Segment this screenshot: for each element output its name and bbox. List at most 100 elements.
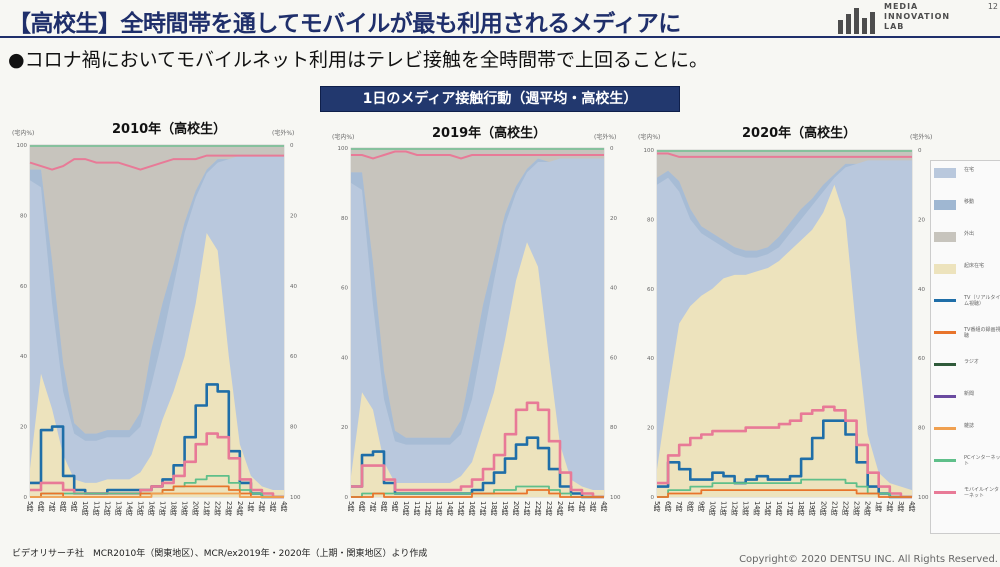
series-line-4 [30, 492, 284, 498]
legend-label: 新聞 [964, 391, 975, 397]
x-tick-label: 21時 [523, 501, 531, 516]
legend-label: ラジオ [964, 359, 979, 365]
left-tick-label: 60 [647, 287, 654, 293]
left-unit-2020: (宅内%) [638, 134, 661, 141]
series-line-1 [30, 432, 284, 499]
x-tick-label: 18時 [170, 501, 178, 516]
x-tick-label: 10時 [81, 501, 89, 516]
logo-line-3: LAB [884, 22, 905, 31]
area-at-home [30, 155, 284, 497]
chart-title-2019: 2019年（高校生） [432, 126, 547, 141]
x-tick-label: 7時 [48, 501, 56, 512]
legend-label: 雑誌 [964, 423, 975, 429]
x-tick-label: 20時 [512, 501, 520, 516]
x-tick-label: 1時 [247, 501, 255, 512]
x-tick-label: 19時 [501, 501, 509, 516]
x-tick-label: 7時 [369, 501, 377, 512]
line-mobile-out-of-home [29, 154, 284, 171]
logo-line-2: INNOVATION [884, 12, 951, 21]
left-tick-label: 0 [651, 495, 655, 501]
left-tick-label: 60 [341, 286, 348, 292]
chart-group-0: 0 20 40 60 80 100 0 20 40 60 80 100 5時 6時 7時 8時 9時 10時 11時… [17, 143, 301, 516]
left-tick-label: 40 [20, 354, 27, 360]
chart-group-1: 0 20 40 60 80 100 0 20 40 60 80 100 5時 6時 7時 8時 9時 10時 11時… [338, 146, 621, 516]
left-tick-label: 40 [341, 355, 348, 361]
area-moving [30, 155, 284, 441]
legend-swatch [934, 168, 956, 178]
legend-swatch [934, 299, 956, 302]
x-tick-label: 22時 [534, 501, 542, 516]
x-tick-label: 2時 [578, 501, 586, 512]
series-line-2 [657, 478, 912, 498]
chart-group-2: 0 20 40 60 80 100 0 20 40 60 80 100 5時 6時 7時 8時 9時 10時 11時… [644, 148, 929, 516]
media-innovation-lab-logo: MEDIA INNOVATION LAB [838, 2, 988, 36]
x-tick-label: 14時 [125, 501, 133, 516]
x-tick-label: 4時 [600, 501, 608, 512]
left-tick-label: 100 [644, 148, 655, 154]
area-moving [657, 160, 912, 258]
area-at-home [351, 158, 604, 497]
chart-banner: 1日のメディア接触行動（週平均・高校生） [320, 86, 680, 112]
left-tick-label: 80 [647, 217, 654, 223]
legend-swatch [934, 331, 956, 334]
right-tick-label: 80 [610, 425, 617, 431]
left-tick-label: 100 [338, 146, 349, 152]
series-line-0 [30, 383, 284, 499]
left-tick-label: 80 [341, 216, 348, 222]
series-line-0 [657, 419, 912, 499]
legend-label: モバイルインターネット [964, 487, 1000, 499]
legend-swatch [934, 395, 956, 398]
area-out-of-home [657, 150, 912, 497]
x-tick-label: 13時 [435, 501, 443, 516]
right-tick-label: 60 [610, 355, 617, 361]
x-tick-label: 11時 [413, 501, 421, 516]
series-line-3 [657, 489, 912, 498]
x-tick-label: 24時 [864, 501, 872, 516]
x-tick-label: 14時 [753, 501, 761, 516]
area-out-of-home [351, 148, 604, 497]
x-tick-label: 11時 [92, 501, 100, 516]
left-tick-label: 60 [20, 284, 27, 290]
x-tick-label: 11時 [720, 501, 728, 516]
x-tick-label: 4時 [908, 501, 916, 512]
x-tick-label: 2時 [886, 501, 894, 512]
area-out-of-home [30, 145, 284, 497]
right-tick-label: 80 [918, 426, 925, 432]
right-tick-label: 60 [918, 356, 925, 362]
x-tick-label: 19時 [181, 501, 189, 516]
right-tick-label: 20 [918, 217, 925, 223]
x-tick-label: 12時 [424, 501, 432, 516]
area-at-home [657, 160, 912, 497]
legend-label: 外出 [964, 231, 975, 237]
legend-label: 移動 [964, 199, 975, 205]
right-tick-label: 0 [918, 148, 922, 154]
x-tick-label: 16時 [775, 501, 783, 516]
x-tick-label: 4時 [280, 501, 288, 512]
x-tick-label: 2時 [258, 501, 266, 512]
right-tick-label: 100 [290, 495, 301, 501]
x-tick-label: 1時 [875, 501, 883, 512]
x-tick-label: 17時 [479, 501, 487, 516]
series-line-1 [657, 405, 912, 499]
x-tick-label: 15時 [764, 501, 772, 516]
x-tick-label: 9時 [70, 501, 78, 512]
x-tick-label: 8時 [686, 501, 694, 512]
x-tick-label: 22時 [214, 501, 222, 516]
right-tick-label: 40 [290, 284, 297, 290]
bullet-text: ●コロナ禍においてモバイルネット利用はテレビ接触を全時間帯で上回ることに。 [8, 49, 709, 71]
x-tick-label: 20時 [192, 501, 200, 516]
legend-label: 在宅 [964, 167, 975, 173]
x-tick-label: 9時 [391, 501, 399, 512]
x-tick-label: 10時 [402, 501, 410, 516]
right-tick-label: 60 [290, 354, 297, 360]
series-line-3 [30, 485, 284, 498]
logo-line-1: MEDIA [884, 2, 919, 11]
x-tick-label: 18時 [797, 501, 805, 516]
left-unit-2010: (宅内%) [12, 130, 35, 137]
x-tick-label: 23時 [225, 501, 233, 516]
x-tick-label: 12時 [731, 501, 739, 516]
x-tick-label: 8時 [59, 501, 67, 512]
legend-label: 起床在宅 [964, 263, 985, 269]
area-awake-at-home [657, 184, 912, 497]
x-tick-label: 16時 [468, 501, 476, 516]
